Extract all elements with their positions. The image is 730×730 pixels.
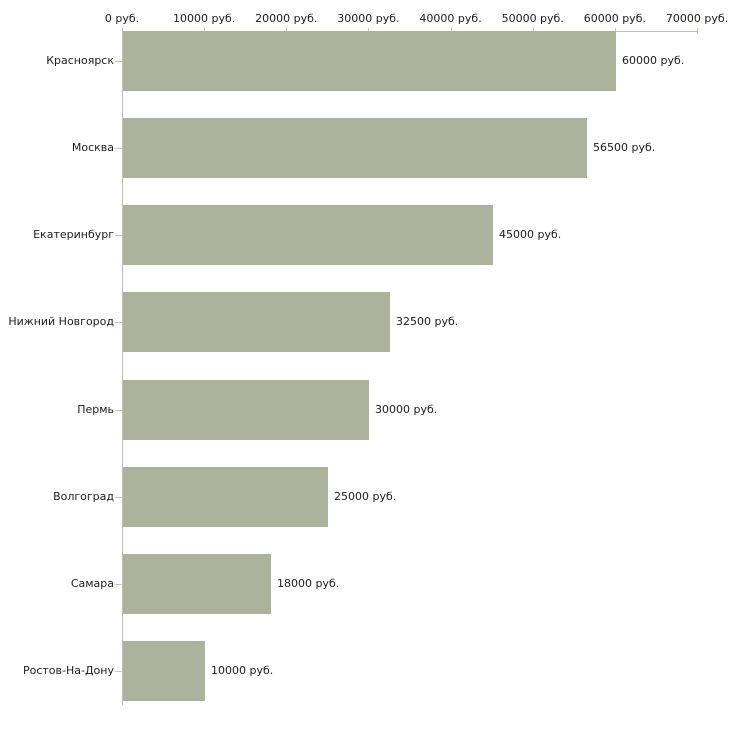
category-label: Ростов-На-Дону (22, 664, 114, 677)
value-label: 18000 руб. (277, 577, 340, 590)
category-label: Волгоград (53, 490, 114, 503)
bar (123, 292, 390, 352)
x-tick-label: 20000 руб. (255, 12, 318, 25)
value-label: 60000 руб. (622, 54, 685, 67)
x-tick-label: 40000 руб. (419, 12, 482, 25)
category-label: Москва (71, 141, 114, 154)
value-label: 56500 руб. (593, 141, 656, 154)
y-tick-mark (115, 584, 122, 585)
category-label: Самара (70, 577, 114, 590)
bar (123, 31, 616, 91)
x-tick-label: 50000 руб. (501, 12, 564, 25)
category-label: Нижний Новгород (8, 315, 114, 328)
x-tick-label: 0 руб. (104, 12, 140, 25)
value-label: 30000 руб. (375, 403, 438, 416)
y-tick-mark (115, 671, 122, 672)
bar (123, 641, 205, 701)
value-label: 45000 руб. (499, 228, 562, 241)
x-tick-label: 60000 руб. (583, 12, 646, 25)
x-tick-label: 70000 руб. (665, 12, 729, 25)
bar (123, 205, 493, 265)
x-tick-label: 30000 руб. (337, 12, 400, 25)
bar (123, 118, 587, 178)
y-axis-line (122, 28, 123, 705)
category-label: Екатеринбург (33, 228, 114, 241)
value-label: 25000 руб. (334, 490, 397, 503)
bar (123, 467, 328, 527)
y-tick-mark (115, 235, 122, 236)
bar (123, 380, 369, 440)
bar (123, 554, 271, 614)
value-label: 32500 руб. (396, 315, 459, 328)
y-tick-mark (115, 61, 122, 62)
y-tick-mark (115, 497, 122, 498)
category-label: Пермь (77, 403, 114, 416)
value-label: 10000 руб. (211, 664, 274, 677)
category-label: Красноярск (46, 54, 114, 67)
x-tick-label: 10000 руб. (173, 12, 236, 25)
y-tick-mark (115, 148, 122, 149)
y-tick-mark (115, 410, 122, 411)
y-tick-mark (115, 322, 122, 323)
